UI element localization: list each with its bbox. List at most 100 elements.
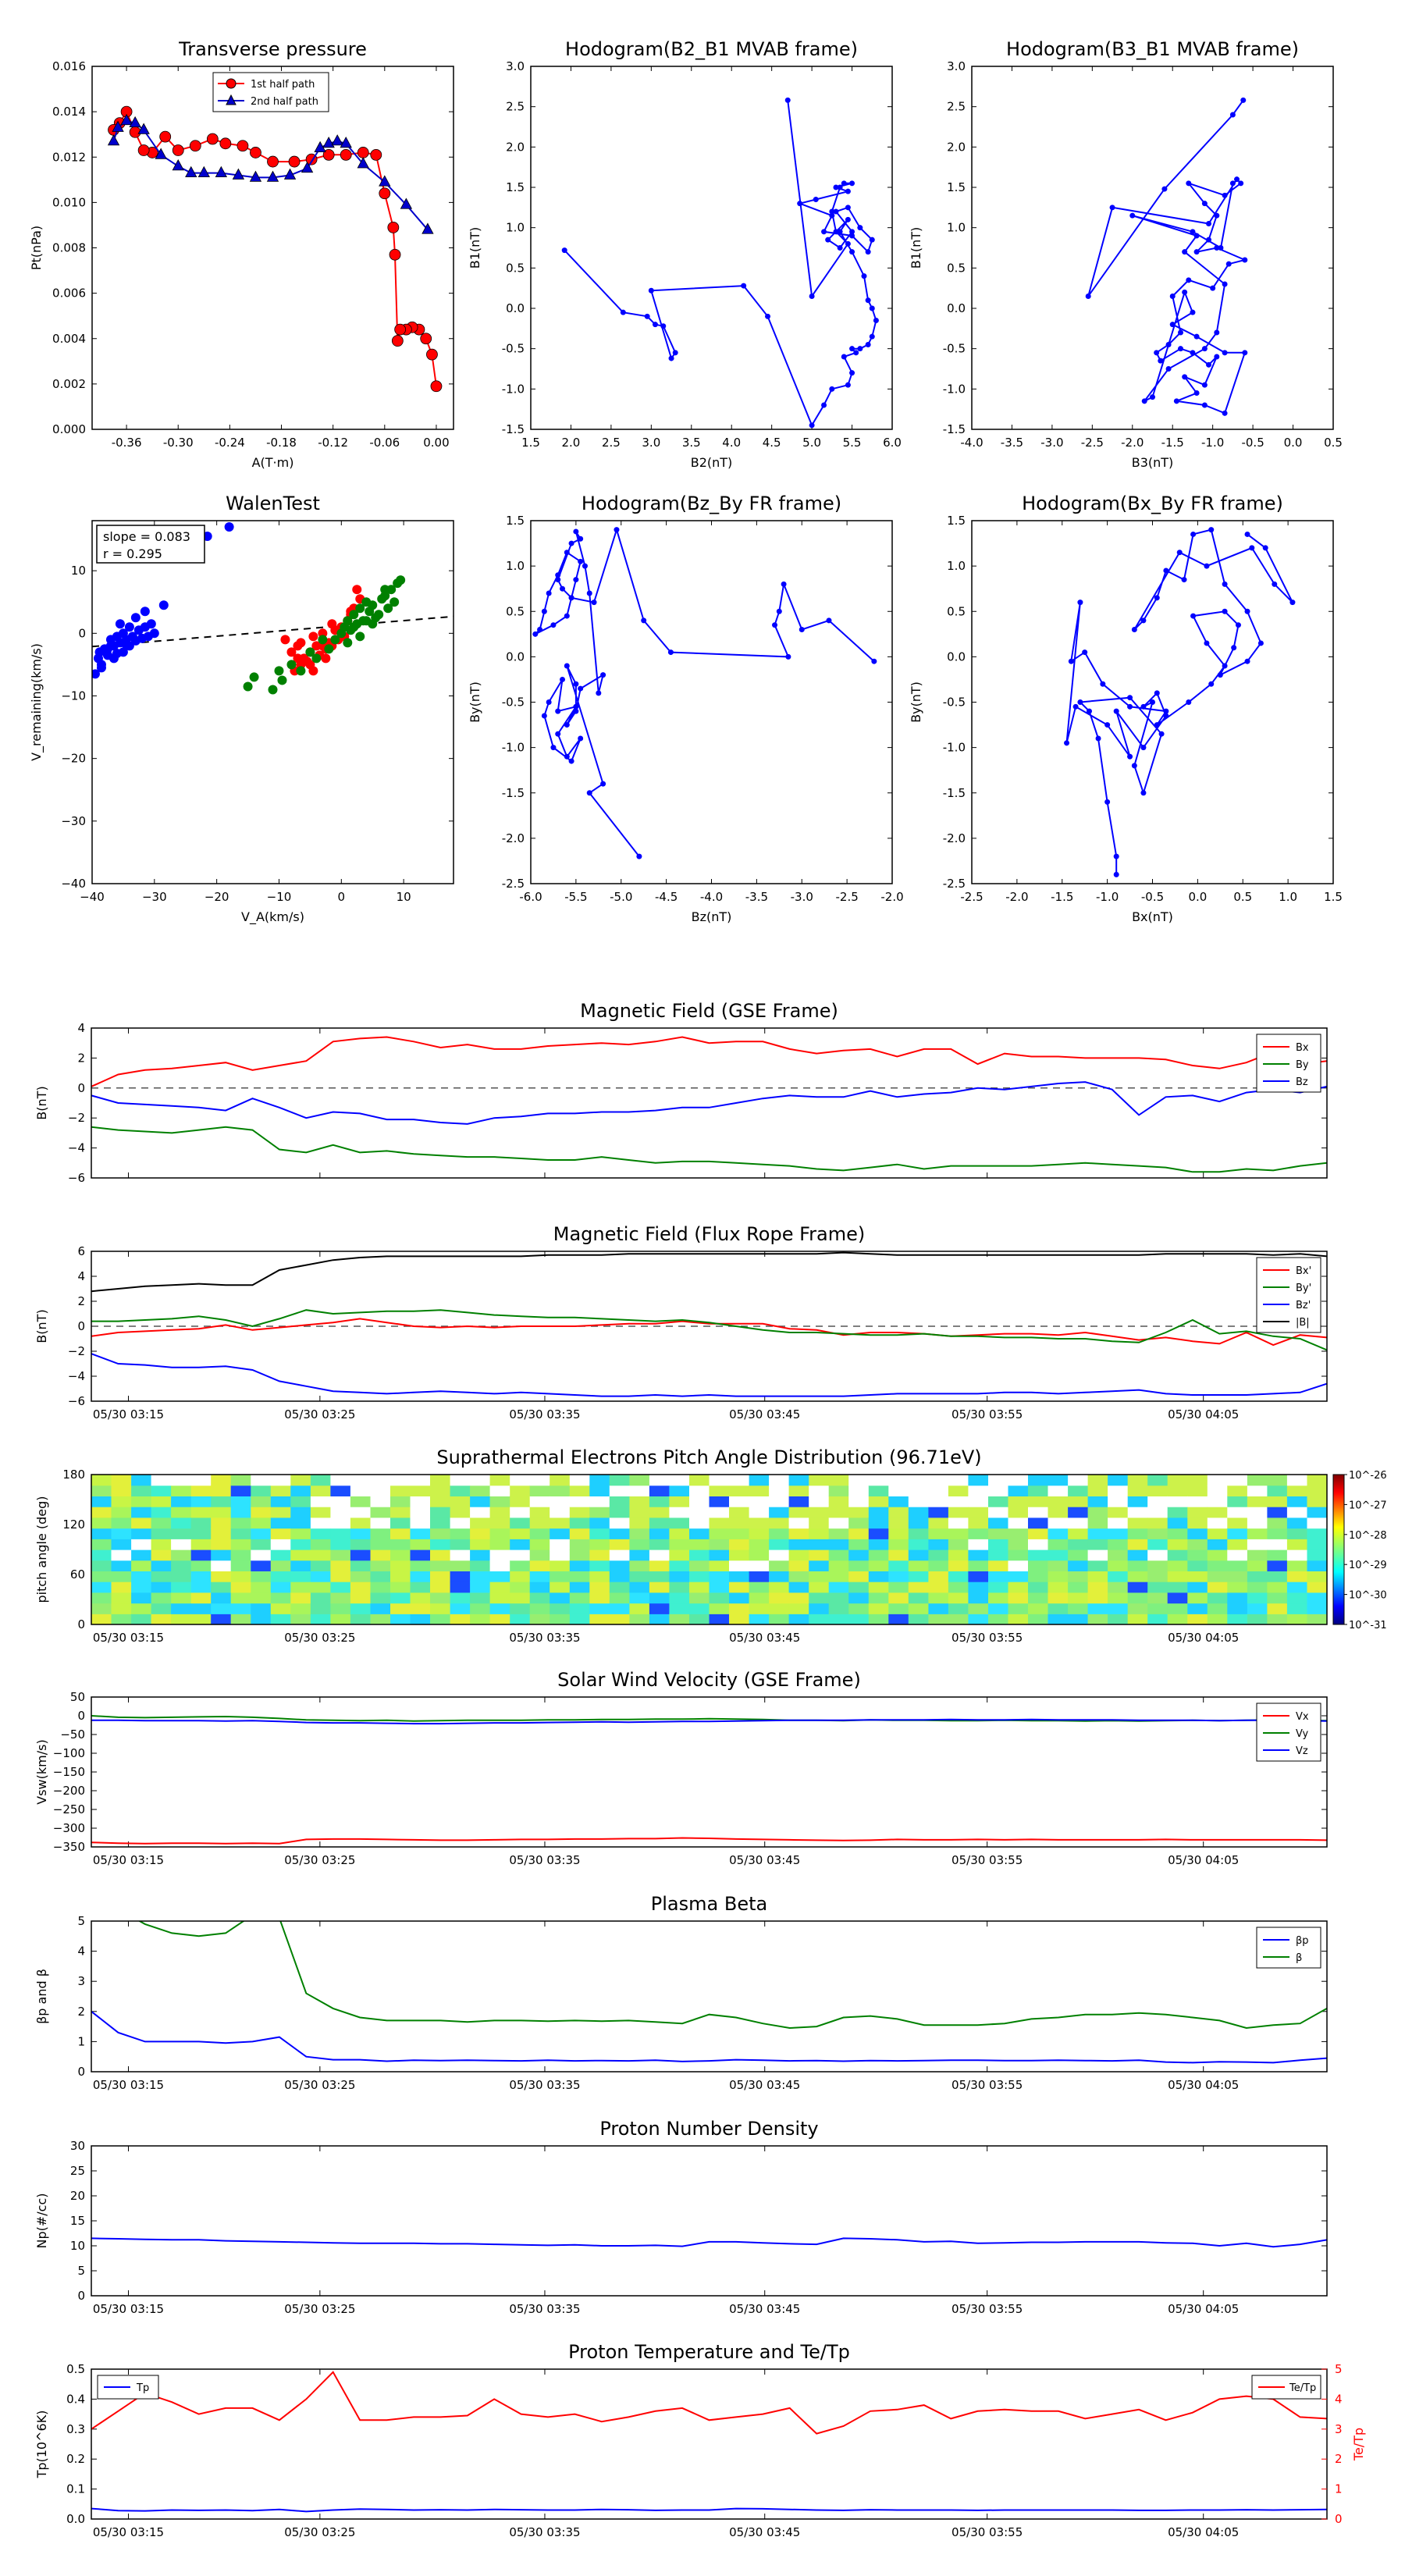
- pad-cell: [111, 1539, 132, 1550]
- pad-cell: [928, 1517, 949, 1529]
- pt-series-1-point: [379, 175, 391, 187]
- pad-cell: [230, 1603, 251, 1614]
- pad-cell: [270, 1517, 291, 1529]
- walen-plot-frame: [91, 520, 454, 884]
- pt-series-0-point: [389, 248, 401, 261]
- pad-cell: [230, 1571, 251, 1582]
- h1-series-0-point: [825, 237, 831, 243]
- pt-series-1-point: [107, 134, 120, 146]
- pad-cell: [470, 1582, 491, 1593]
- pad-cell: [410, 1603, 431, 1614]
- pad-cell: [569, 1496, 590, 1507]
- pad-cell: [410, 1496, 431, 1507]
- pad-cell: [749, 1614, 770, 1624]
- pad-cell: [968, 1528, 989, 1539]
- h1-plot-frame: [530, 66, 893, 430]
- vsw-ytick-label: −100: [53, 1746, 85, 1760]
- pt-series-1-point: [314, 141, 326, 153]
- walen-series-1-point: [280, 635, 290, 645]
- h3-xtick-label: -3.0: [791, 890, 813, 904]
- h1-series-0-point: [644, 313, 650, 319]
- walen-annotation-line: slope = 0.083: [103, 529, 190, 544]
- pad-cell: [1147, 1517, 1168, 1529]
- pad-cell: [1167, 1507, 1188, 1518]
- pad-cell: [1127, 1550, 1148, 1561]
- pt-ylabel: Pt(nPa): [29, 226, 44, 270]
- h4-series-0-point: [1077, 600, 1083, 606]
- walen-series-1-point: [305, 660, 315, 670]
- walen-series-0-point: [96, 663, 106, 673]
- np-plot-frame: [91, 2145, 1328, 2297]
- pad-cell: [171, 1496, 192, 1507]
- pad-cell: [868, 1539, 889, 1550]
- h3-series-0-point: [564, 663, 570, 669]
- pad-cell: [868, 1614, 889, 1624]
- pad-cell: [1127, 1614, 1148, 1624]
- pad-cell: [290, 1517, 311, 1529]
- pt-series-0-point: [172, 144, 184, 156]
- pad-cell: [370, 1592, 391, 1604]
- h2-series-0-point: [1201, 382, 1208, 388]
- pad-cell: [828, 1571, 849, 1582]
- pad-cell: [908, 1485, 929, 1496]
- pad-cell: [489, 1560, 510, 1571]
- pad-cell: [828, 1582, 849, 1593]
- tp-ylabel: Tp(10^6K): [34, 2411, 49, 2479]
- pad-cell: [1108, 1550, 1129, 1561]
- pad-cell: [1286, 1539, 1307, 1550]
- h3-series-0-point: [785, 653, 791, 660]
- beta-xtick-label: 05/30 03:35: [509, 2078, 580, 2092]
- pad-cell: [948, 1528, 969, 1539]
- pad-cell: [190, 1603, 212, 1614]
- h2-series-0-point: [1222, 410, 1228, 416]
- pt-series-0-point: [159, 130, 172, 143]
- pad-cell: [788, 1539, 809, 1550]
- pad-cell: [968, 1517, 989, 1529]
- beta-ylabel: βp and β: [34, 1969, 49, 2024]
- h2-series-0-point: [1214, 212, 1220, 219]
- pad-cell: [1028, 1603, 1049, 1614]
- pad-cell: [430, 1603, 451, 1614]
- pad-cell: [1108, 1539, 1129, 1550]
- h2-series-0-point: [1190, 229, 1196, 235]
- walen-series-0-point: [124, 622, 134, 632]
- pad-cell: [709, 1528, 730, 1539]
- colorbar: [1332, 1474, 1345, 1625]
- pad-cell: [689, 1528, 710, 1539]
- pad-cell: [1286, 1496, 1307, 1507]
- pad-cell: [1127, 1496, 1148, 1507]
- pad-cell: [1227, 1539, 1248, 1550]
- pad-cell: [1286, 1582, 1307, 1593]
- pad-cell: [111, 1507, 132, 1518]
- pad-cell: [609, 1517, 630, 1529]
- pad-cell: [151, 1560, 172, 1571]
- tp-series-TeTp-line: [91, 2371, 1327, 2435]
- bfr-series-Bx-line: [91, 1318, 1327, 1347]
- pad-cell: [1167, 1550, 1188, 1561]
- pad-cell: [1247, 1560, 1268, 1571]
- walen-annotation-box: [96, 525, 205, 564]
- pad-cell: [649, 1485, 670, 1496]
- pad-cell: [968, 1539, 989, 1550]
- pad-cell: [709, 1485, 730, 1496]
- pad-cell: [788, 1496, 809, 1507]
- pad-cell: [1207, 1614, 1228, 1624]
- pad-cell: [1307, 1485, 1327, 1496]
- pad-cell: [510, 1560, 531, 1571]
- pad-cell: [91, 1507, 112, 1518]
- pt-series-0-point: [340, 148, 352, 161]
- h3-series-0-point: [560, 676, 566, 682]
- pad-cell: [270, 1571, 291, 1582]
- pad-cell: [410, 1582, 431, 1593]
- bfr-legend-label-3: |B|: [1296, 1317, 1310, 1329]
- pad-cell: [430, 1614, 451, 1624]
- pad-cell: [510, 1614, 531, 1624]
- pad-cell: [370, 1496, 391, 1507]
- h4-series-0-point: [1127, 695, 1133, 701]
- bgse-plot-frame: [91, 1027, 1328, 1179]
- pad-cell: [1108, 1528, 1129, 1539]
- pad-cell: [489, 1571, 510, 1582]
- pad-cell: [769, 1582, 790, 1593]
- pt-series-0-point: [387, 221, 400, 233]
- walen-series-0-point: [92, 669, 100, 679]
